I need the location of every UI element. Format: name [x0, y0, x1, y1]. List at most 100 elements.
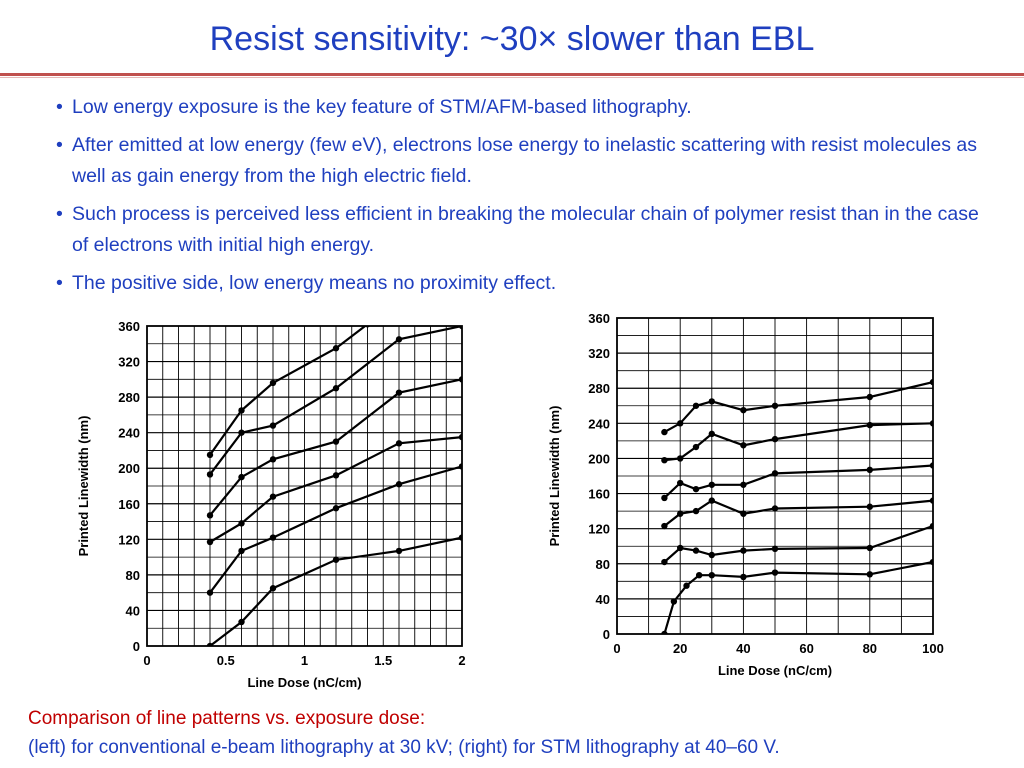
data-point — [206, 589, 214, 596]
bullet-item: The positive side, low energy means no p… — [56, 268, 986, 299]
data-point — [395, 440, 403, 447]
caption-line-2: (left) for conventional e-beam lithograp… — [28, 737, 780, 758]
data-point — [395, 547, 403, 555]
x-tick-label: 0.5 — [217, 653, 235, 668]
data-point — [677, 420, 684, 427]
y-tick-label: 160 — [588, 487, 610, 502]
data-point — [677, 455, 684, 462]
data-point — [332, 472, 340, 479]
data-point — [269, 534, 277, 541]
plot-frame — [146, 325, 463, 647]
data-point — [670, 598, 678, 605]
data-point — [677, 510, 684, 517]
x-tick-label: 100 — [922, 641, 944, 656]
data-point — [708, 430, 715, 438]
caption-line-1: Comparison of line patterns vs. exposure… — [28, 708, 426, 729]
data-point — [206, 512, 214, 519]
data-point — [740, 547, 747, 554]
series-line — [209, 378, 462, 516]
data-point — [661, 428, 668, 436]
data-point — [332, 385, 340, 392]
title-underline — [0, 73, 1024, 76]
y-tick-label: 80 — [126, 568, 140, 583]
data-point — [206, 538, 214, 546]
y-tick-label: 360 — [588, 311, 610, 326]
data-point — [458, 326, 462, 330]
data-point — [929, 378, 933, 386]
data-point — [458, 463, 462, 470]
data-point — [458, 376, 462, 383]
data-point — [771, 470, 779, 477]
data-point — [771, 505, 779, 512]
data-point — [238, 618, 245, 626]
y-axis-label: Printed Linewidth (nm) — [547, 406, 562, 547]
y-tick-label: 200 — [588, 451, 610, 466]
x-axis-label: Line Dose (nC/cm) — [718, 663, 832, 678]
data-point — [332, 556, 340, 563]
bullet-item: After emitted at low energy (few eV), el… — [56, 130, 986, 192]
data-point — [206, 451, 214, 459]
data-point — [661, 558, 668, 566]
data-point — [269, 379, 277, 387]
data-point — [238, 547, 245, 555]
data-point — [929, 522, 933, 530]
data-point — [866, 466, 873, 474]
data-point — [683, 582, 690, 589]
x-tick-label: 60 — [799, 641, 813, 656]
series-line — [664, 422, 933, 462]
y-tick-label: 200 — [118, 461, 140, 476]
data-point — [929, 558, 933, 566]
data-point — [771, 545, 779, 553]
data-point — [771, 402, 779, 409]
x-tick-label: 80 — [863, 641, 877, 656]
x-tick-label: 0 — [143, 653, 150, 668]
stm-linewidth-chart: 0 40 80 120 160 200 240 280 320 360 0 20 40 60 80 100 Li… — [547, 311, 944, 678]
y-tick-label: 280 — [118, 390, 140, 405]
data-point — [771, 569, 779, 576]
y-tick-label: 0 — [133, 639, 140, 654]
series-line — [663, 524, 933, 563]
y-tick-label: 0 — [603, 627, 610, 642]
data-point — [692, 485, 700, 493]
data-point — [692, 443, 700, 451]
y-tick-label: 160 — [118, 497, 140, 512]
bullet-item: Such process is perceived less efficient… — [56, 199, 986, 261]
data-point — [695, 571, 703, 579]
data-point — [677, 544, 684, 552]
data-point — [866, 544, 873, 552]
data-point — [332, 505, 340, 512]
series-line — [663, 499, 933, 527]
data-point — [929, 497, 933, 504]
y-axis-label: Printed Linewidth (nm) — [76, 416, 91, 557]
title-underline-shadow — [0, 77, 1024, 78]
data-point — [364, 326, 371, 328]
data-point — [771, 435, 779, 443]
data-point — [395, 389, 403, 396]
data-point — [740, 481, 747, 488]
series-line — [209, 326, 462, 476]
y-tick-label: 360 — [118, 319, 140, 334]
data-point — [929, 462, 933, 469]
x-axis-label: Line Dose (nC/cm) — [247, 675, 361, 690]
data-point — [206, 642, 214, 646]
slide-title: Resist sensitivity: ~30× slower than EBL — [209, 20, 815, 58]
data-point — [708, 551, 715, 559]
y-tick-label: 40 — [126, 603, 140, 618]
y-tick-label: 120 — [118, 532, 140, 547]
data-point — [708, 497, 715, 504]
ebl-linewidth-chart: 0 40 80 120 160 200 240 280 320 360 0 0.5 1 1.5 2 Line … — [76, 319, 466, 690]
data-point — [332, 345, 340, 352]
bullet-list: Low energy exposure is the key feature o… — [56, 92, 986, 306]
y-tick-label: 120 — [588, 522, 610, 537]
x-tick-label: 2 — [458, 653, 465, 668]
x-tick-label: 0 — [613, 641, 620, 656]
data-point — [866, 421, 873, 429]
data-point — [677, 479, 684, 487]
data-point — [269, 422, 277, 429]
data-point — [238, 407, 245, 414]
series-line — [209, 465, 462, 594]
data-point — [238, 520, 245, 527]
data-point — [740, 406, 747, 414]
y-tick-label: 280 — [588, 381, 610, 396]
data-point — [269, 585, 277, 592]
